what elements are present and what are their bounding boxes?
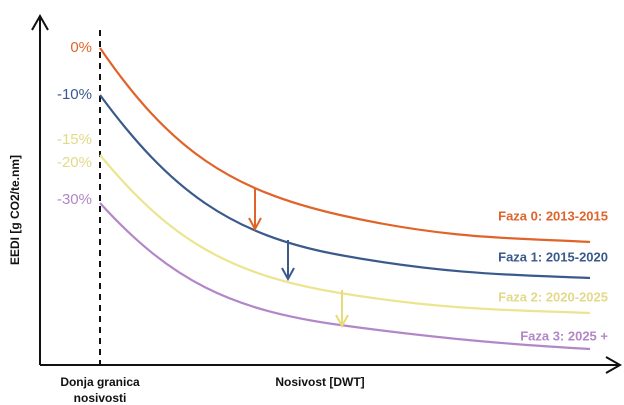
- reduction-arrow: [335, 290, 349, 329]
- phase-label: Faza 0: 2013-2015: [498, 208, 608, 223]
- phase-label: Faza 1: 2015-2020: [498, 249, 608, 264]
- reduction-label: -30%: [57, 191, 92, 208]
- phase-curve: [99, 202, 591, 351]
- reduction-label: -20%: [57, 154, 92, 171]
- reduction-label: 0%: [70, 39, 92, 56]
- origin-label: Donja granica: [60, 375, 140, 389]
- reduction-label: -10%: [57, 86, 92, 103]
- reduction-arrow: [248, 188, 262, 232]
- x-axis-label: Nosivost [DWT]: [275, 375, 364, 389]
- reduction-label: -15%: [57, 131, 92, 148]
- x-arrow: [605, 356, 623, 374]
- y-axis-label: EEDI [g CO2/te.nm]: [8, 155, 22, 265]
- y-arrow: [31, 13, 49, 31]
- origin-label: nosivosti: [74, 391, 127, 405]
- phase-label: Faza 3: 2025 +: [520, 328, 608, 343]
- phase-curve: [99, 154, 591, 315]
- phase-curve: [99, 94, 591, 280]
- phase-curve: [99, 47, 591, 244]
- reduction-arrow: [281, 240, 295, 282]
- phase-label: Faza 2: 2020-2025: [498, 289, 608, 304]
